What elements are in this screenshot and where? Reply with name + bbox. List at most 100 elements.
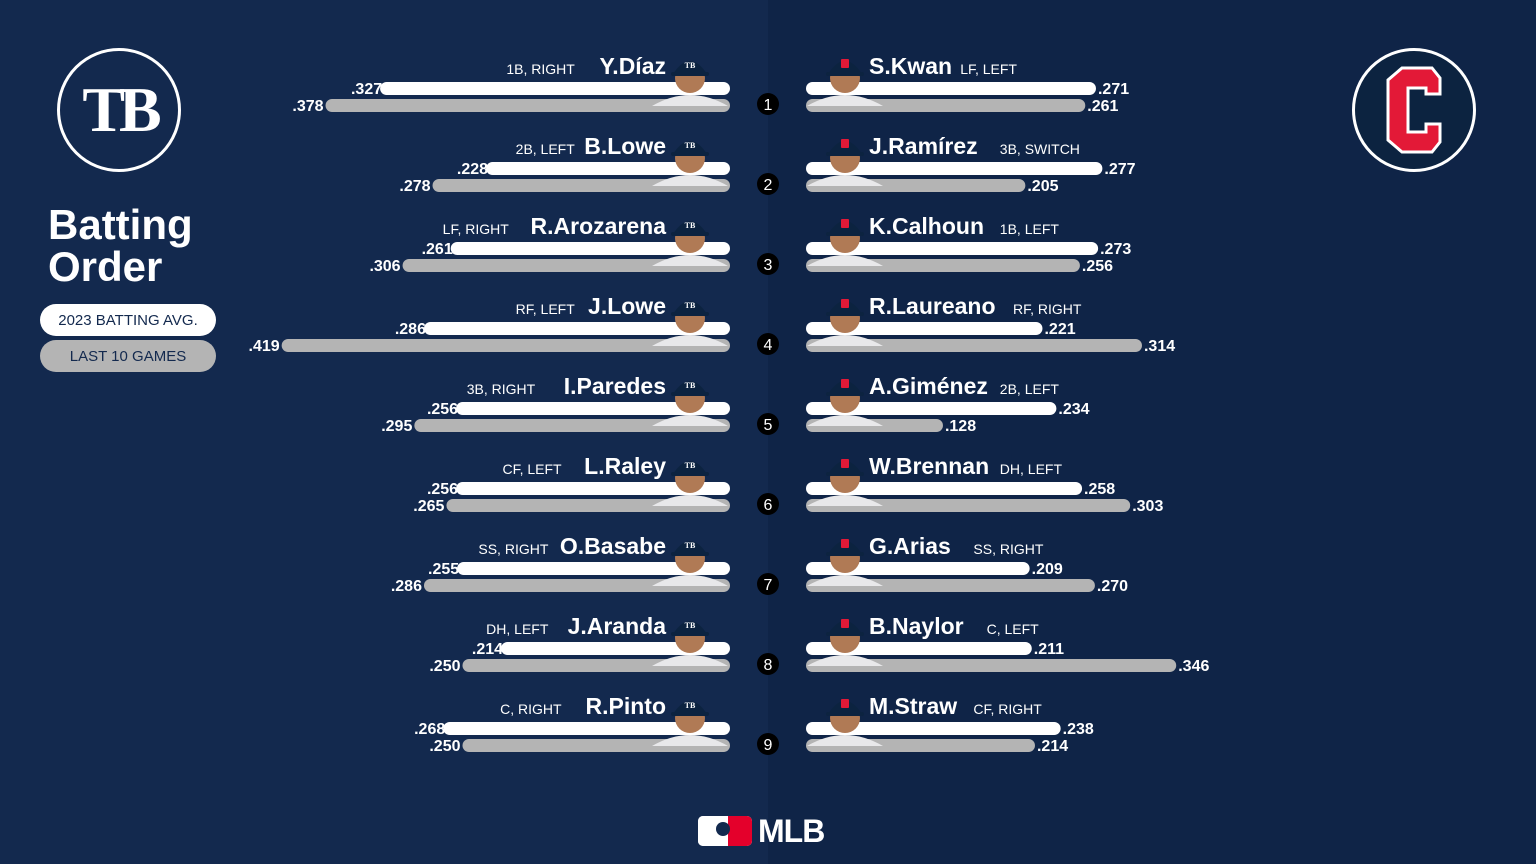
home-last10-bar	[806, 499, 1131, 512]
title-line-1: Batting	[48, 201, 193, 248]
home-season-bar	[806, 402, 1057, 415]
away-player-headshot: TB	[652, 461, 728, 506]
away-player-name: O.Basabe	[560, 533, 666, 559]
home-player-headshot	[807, 299, 883, 346]
away-last10-label: .295	[381, 418, 412, 435]
svg-text:TB: TB	[685, 61, 696, 70]
away-player-headshot: TB	[652, 701, 728, 746]
away-player-position: SS, RIGHT	[478, 541, 548, 557]
guardians-c-icon: C	[1386, 66, 1442, 154]
away-season-bar	[486, 162, 730, 175]
home-season-bar	[806, 562, 1030, 575]
away-season-label: .256	[427, 481, 458, 498]
away-last10-bar	[402, 259, 730, 272]
home-player-position: 3B, SWITCH	[1000, 141, 1080, 157]
away-last10-bar	[281, 339, 730, 352]
away-last10-bar	[423, 579, 730, 592]
home-season-bar	[806, 722, 1061, 735]
home-season-label: .277	[1104, 161, 1135, 178]
order-badge	[757, 253, 779, 275]
away-season-bar	[423, 322, 730, 335]
home-last10-bar	[806, 579, 1095, 592]
home-player-headshot	[807, 219, 883, 266]
away-last10-bar	[325, 99, 730, 112]
svg-text:TB: TB	[685, 221, 696, 230]
order-number: 3	[764, 257, 773, 274]
away-last10-label: .278	[399, 178, 430, 195]
away-season-label: .256	[427, 401, 458, 418]
away-season-label: .286	[395, 321, 426, 338]
home-player-position: 1B, LEFT	[1000, 221, 1060, 237]
away-season-bar	[450, 242, 730, 255]
away-last10-bar	[414, 419, 730, 432]
rays-logo: TB	[57, 48, 181, 172]
away-player-headshot: TB	[652, 381, 728, 426]
home-season-label: .271	[1098, 81, 1129, 98]
home-player-position: CF, RIGHT	[973, 701, 1042, 717]
away-last10-label: .378	[292, 98, 323, 115]
home-player-headshot	[807, 459, 883, 506]
away-season-label: .268	[414, 721, 445, 738]
away-player-name: Y.Díaz	[600, 53, 666, 79]
home-last10-bar	[806, 659, 1177, 672]
away-player-headshot: TB	[652, 301, 728, 346]
away-player-name: R.Pinto	[586, 693, 667, 719]
order-badge	[757, 173, 779, 195]
home-player-name: W.Brennan	[869, 453, 989, 479]
order-number: 1	[764, 97, 773, 114]
home-player-name: K.Calhoun	[869, 213, 984, 239]
home-player-name: G.Arias	[869, 533, 951, 559]
home-season-bar	[806, 322, 1043, 335]
rays-logo-text: TB	[82, 74, 161, 145]
away-player-name: L.Raley	[584, 453, 666, 479]
home-player-headshot	[807, 539, 883, 586]
home-season-bar	[806, 242, 1099, 255]
away-season-bar	[456, 402, 730, 415]
home-season-bar	[806, 162, 1103, 175]
home-last10-label: .346	[1178, 658, 1209, 675]
away-season-bar	[456, 482, 730, 495]
guardians-logo: C	[1352, 48, 1476, 172]
home-last10-label: .256	[1082, 258, 1113, 275]
page-title: Batting Order	[48, 204, 193, 288]
order-badge	[757, 733, 779, 755]
order-number: 5	[764, 417, 773, 434]
legend-last10-label: LAST 10 GAMES	[69, 347, 187, 365]
order-number: 8	[764, 657, 773, 674]
order-number: 6	[764, 497, 773, 514]
home-season-bar	[806, 82, 1096, 95]
home-player-headshot	[807, 379, 883, 426]
away-player-position: RF, LEFT	[516, 301, 576, 317]
home-season-label: .238	[1063, 721, 1094, 738]
legend-season-avg: 2023 BATTING AVG.	[40, 304, 216, 336]
svg-text:TB: TB	[685, 301, 696, 310]
home-player-headshot	[807, 699, 883, 746]
home-player-name: S.Kwan	[869, 53, 952, 79]
home-player-position: RF, RIGHT	[1013, 301, 1082, 317]
svg-text:TB: TB	[685, 621, 696, 630]
order-badge	[757, 333, 779, 355]
home-season-label: .258	[1084, 481, 1115, 498]
legend-last-10: LAST 10 GAMES	[40, 340, 216, 372]
away-player-headshot: TB	[652, 61, 728, 106]
away-season-label: .255	[428, 561, 459, 578]
home-player-name: M.Straw	[869, 693, 957, 719]
home-last10-label: .261	[1087, 98, 1118, 115]
home-player-position: LF, LEFT	[960, 61, 1017, 77]
away-season-label: .327	[351, 81, 382, 98]
order-badge	[757, 653, 779, 675]
legend-season-label: 2023 BATTING AVG.	[58, 311, 198, 329]
home-season-label: .234	[1058, 401, 1089, 418]
away-player-position: 1B, RIGHT	[506, 61, 575, 77]
away-player-headshot: TB	[652, 141, 728, 186]
home-last10-bar	[806, 339, 1142, 352]
away-player-position: C, RIGHT	[500, 701, 562, 717]
order-number: 7	[764, 577, 773, 594]
svg-text:TB: TB	[685, 141, 696, 150]
away-season-label: .214	[472, 641, 503, 658]
away-player-headshot: TB	[652, 221, 728, 266]
away-last10-label: .250	[429, 658, 460, 675]
home-player-position: DH, LEFT	[1000, 461, 1063, 477]
home-season-bar	[806, 642, 1032, 655]
home-season-label: .211	[1034, 641, 1064, 658]
